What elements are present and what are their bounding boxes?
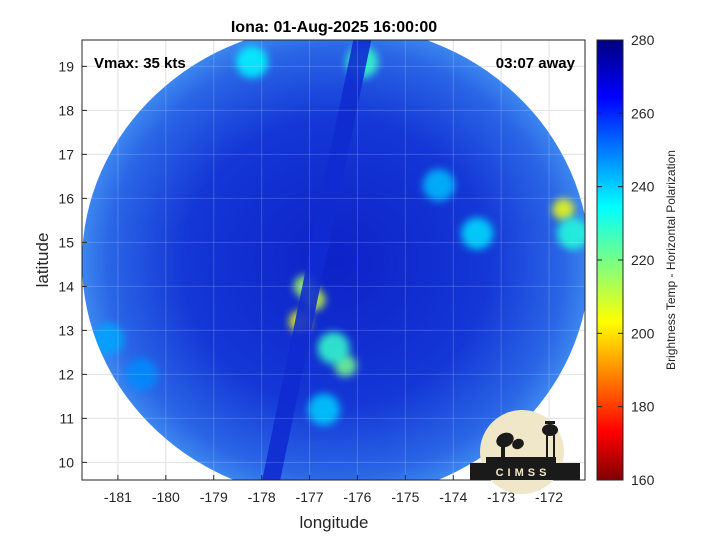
satellite-dish-icon [486, 432, 556, 463]
colorbar-tick-label: 240 [631, 179, 655, 195]
y-tick-label: 11 [59, 410, 74, 426]
time-away-annotation: 03:07 away [496, 55, 576, 72]
x-tick-label: -178 [248, 489, 276, 505]
warm-spot [125, 358, 158, 391]
y-tick-label: 10 [58, 454, 74, 470]
y-axis-label: latitude [33, 233, 52, 288]
logo-text: CIMSS [496, 467, 551, 479]
colorbar-tick-label: 220 [631, 252, 655, 268]
y-tick-label: 16 [58, 190, 74, 206]
x-tick-label: -173 [487, 489, 515, 505]
colorbar-label: Brightness Temp - Horizontal Polarizatio… [664, 150, 678, 370]
y-tick-label: 15 [58, 234, 74, 250]
y-tick-label: 14 [58, 278, 74, 294]
warm-spot [236, 46, 269, 78]
x-tick-label: -172 [535, 489, 563, 505]
x-axis-label: longitude [299, 513, 368, 532]
colorbar-ticks: 160 180 200 220 240 260 280 [597, 32, 655, 488]
axes-box [81, 39, 586, 481]
y-ticks: 10 11 12 13 14 15 16 17 18 19 [58, 58, 87, 470]
warm-spot [461, 217, 494, 250]
y-tick-label: 12 [58, 366, 74, 382]
cimss-logo: CIMSS [470, 410, 580, 494]
warm-spot [422, 169, 455, 202]
x-tick-label: -177 [296, 489, 324, 505]
colorbar-tick-label: 280 [631, 32, 655, 48]
swath-seam [262, 40, 372, 480]
warm-spot [92, 323, 125, 356]
colorbar-tick-label: 200 [631, 325, 655, 341]
y-tick-label: 19 [58, 58, 74, 74]
x-tick-label: -175 [391, 489, 419, 505]
swath-layer [82, 40, 585, 480]
colorbar-tick-label: 180 [631, 399, 655, 415]
y-tick-label: 18 [58, 102, 74, 118]
water-tower-icon [542, 421, 558, 463]
warm-spot [552, 198, 575, 221]
x-ticks: -181 -180 -179 -178 -177 -176 -175 -174 -173 -172 [104, 475, 563, 505]
x-tick-label: -180 [152, 489, 180, 505]
microwave-swath [82, 40, 585, 480]
x-tick-label: -176 [343, 489, 371, 505]
warm-spot [317, 332, 350, 364]
colorbar-tick-label: 160 [631, 472, 655, 488]
logo-band [470, 463, 580, 480]
warm-spot [557, 217, 585, 250]
warm-spot [307, 393, 340, 426]
x-tick-label: -174 [439, 489, 467, 505]
y-tick-label: 13 [58, 322, 74, 338]
y-tick-label: 17 [58, 146, 74, 162]
vmax-annotation: Vmax: 35 kts [94, 55, 186, 72]
grid-overlay [82, 40, 585, 480]
colorbar-tick-label: 260 [631, 105, 655, 121]
x-tick-label: -179 [200, 489, 228, 505]
x-tick-label: -181 [104, 489, 132, 505]
chart-title: Iona: 01-Aug-2025 16:00:00 [231, 19, 437, 36]
